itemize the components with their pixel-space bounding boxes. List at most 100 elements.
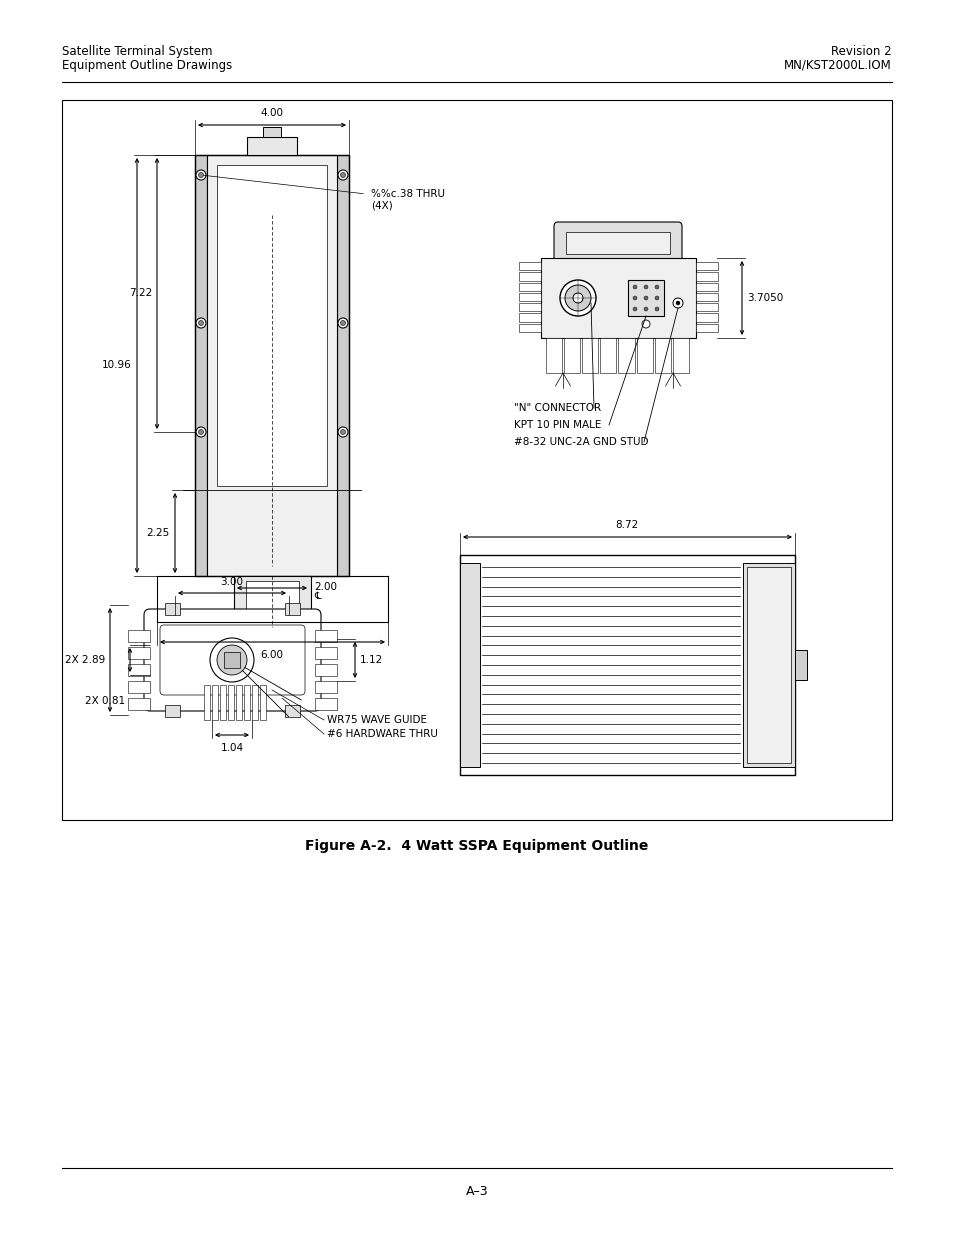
FancyBboxPatch shape	[144, 609, 320, 711]
Bar	[696, 303, 718, 311]
Circle shape	[641, 320, 649, 329]
Circle shape	[210, 638, 253, 682]
Bar	[204, 685, 210, 720]
Text: 3.00: 3.00	[220, 577, 243, 587]
Circle shape	[573, 293, 582, 303]
Bar	[165, 603, 180, 615]
Circle shape	[643, 296, 647, 300]
Bar	[252, 685, 257, 720]
Circle shape	[633, 308, 637, 311]
Text: 1.12: 1.12	[359, 655, 383, 664]
Circle shape	[655, 285, 659, 289]
Bar	[518, 283, 540, 291]
Bar	[518, 324, 540, 332]
Text: ℄: ℄	[314, 592, 320, 601]
Bar	[636, 338, 652, 373]
Bar	[314, 664, 336, 676]
Text: Equipment Outline Drawings: Equipment Outline Drawings	[62, 59, 232, 72]
Circle shape	[633, 285, 637, 289]
Text: Revision 2: Revision 2	[830, 44, 891, 58]
FancyBboxPatch shape	[160, 625, 305, 695]
Bar	[654, 338, 670, 373]
Circle shape	[198, 430, 203, 435]
Circle shape	[337, 317, 348, 329]
Bar	[314, 680, 336, 693]
Bar	[618, 338, 634, 373]
Text: Figure A-2.  4 Watt SSPA Equipment Outline: Figure A-2. 4 Watt SSPA Equipment Outlin…	[305, 839, 648, 853]
Bar	[207, 156, 336, 576]
Text: KPT 10 PIN MALE: KPT 10 PIN MALE	[514, 420, 600, 430]
Circle shape	[198, 173, 203, 178]
Circle shape	[195, 170, 206, 180]
Bar	[220, 685, 226, 720]
Text: #8-32 UNC-2A GND STUD: #8-32 UNC-2A GND STUD	[514, 437, 648, 447]
Text: 7.22: 7.22	[129, 288, 152, 298]
Bar	[518, 314, 540, 321]
Text: WR75 WAVE GUIDE: WR75 WAVE GUIDE	[327, 715, 427, 725]
Bar	[233, 576, 311, 622]
Text: 10.96: 10.96	[102, 359, 132, 370]
Bar	[62, 100, 891, 820]
Bar	[459, 563, 479, 767]
Bar	[194, 156, 207, 576]
Bar	[540, 258, 696, 338]
Circle shape	[216, 645, 247, 676]
Circle shape	[676, 301, 679, 305]
Bar	[246, 580, 298, 615]
Circle shape	[195, 317, 206, 329]
Bar	[165, 705, 180, 718]
Bar	[314, 630, 336, 642]
Bar	[314, 698, 336, 710]
Bar	[247, 137, 296, 156]
Text: MN/KST2000L.IOM: MN/KST2000L.IOM	[783, 59, 891, 72]
Circle shape	[195, 427, 206, 437]
Bar	[212, 685, 218, 720]
Bar	[599, 338, 616, 373]
Bar	[581, 338, 598, 373]
Bar	[696, 324, 718, 332]
Circle shape	[655, 296, 659, 300]
Circle shape	[340, 430, 345, 435]
Bar	[459, 555, 794, 776]
Bar	[128, 630, 150, 642]
Bar	[696, 262, 718, 270]
Text: 2.00: 2.00	[314, 582, 336, 592]
Bar	[224, 652, 240, 668]
Bar	[518, 293, 540, 301]
Text: 2X 2.89: 2X 2.89	[65, 655, 105, 664]
Bar	[696, 314, 718, 321]
Bar	[244, 685, 250, 720]
Bar	[228, 685, 233, 720]
Circle shape	[337, 170, 348, 180]
Bar	[794, 650, 806, 680]
Text: 6.00: 6.00	[260, 650, 283, 659]
Bar	[565, 232, 669, 254]
Text: "N" CONNECTOR: "N" CONNECTOR	[514, 403, 600, 412]
Circle shape	[198, 321, 203, 326]
Bar	[336, 156, 349, 576]
Text: 2.25: 2.25	[147, 529, 170, 538]
Bar	[263, 127, 281, 137]
Text: 4.00: 4.00	[260, 107, 283, 119]
Circle shape	[633, 296, 637, 300]
Bar	[128, 680, 150, 693]
Text: 8.72: 8.72	[615, 520, 638, 530]
Circle shape	[340, 173, 345, 178]
FancyBboxPatch shape	[554, 222, 681, 262]
Circle shape	[672, 298, 682, 308]
Bar	[235, 685, 242, 720]
Text: Satellite Terminal System: Satellite Terminal System	[62, 44, 213, 58]
Bar	[128, 647, 150, 659]
Bar	[627, 280, 663, 316]
Bar	[696, 293, 718, 301]
Bar	[746, 567, 790, 763]
Bar	[314, 647, 336, 659]
Circle shape	[643, 285, 647, 289]
Bar	[128, 664, 150, 676]
Bar	[518, 262, 540, 270]
Text: #6 HARDWARE THRU: #6 HARDWARE THRU	[327, 729, 437, 739]
Circle shape	[564, 285, 590, 311]
Bar	[285, 603, 299, 615]
Bar	[128, 698, 150, 710]
Text: 3.7050: 3.7050	[746, 293, 782, 303]
